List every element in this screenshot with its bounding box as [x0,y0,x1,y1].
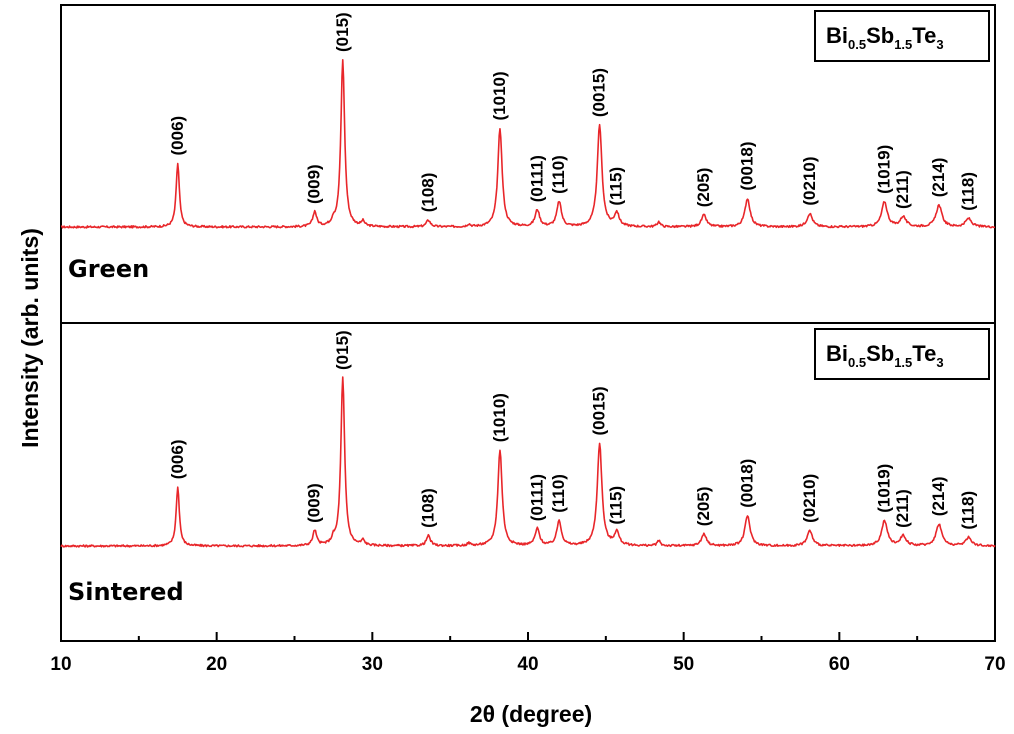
peak-label: (0210) [800,474,819,523]
peak-label: (0018) [738,141,757,190]
peak-label: (1019) [875,145,894,194]
peak-label: (205) [694,168,713,208]
peak-label: (211) [893,489,912,528]
peak-label: (006) [168,116,187,156]
peak-label: (0111) [527,474,546,521]
x-axis: 10 20 30 40 50 60 70 [50,632,1006,675]
peak-label: (214) [929,477,948,517]
peak-label: (118) [959,172,978,211]
panel-sintered: (006) (009) (015) (108) (1010) (0111) (110) (00… [60,322,996,642]
formula-text: Bi0.5Sb1.5Te3 [826,23,944,52]
peak-label: (1010) [490,393,509,442]
peak-label: (009) [305,483,324,523]
peak-label: (214) [929,158,948,198]
peak-label: (205) [694,487,713,527]
peak-label: (0210) [800,156,819,205]
panel-name-label: Green [68,255,149,283]
x-tick-label: 10 [50,654,71,675]
peak-label: (211) [893,170,912,209]
peak-label: (115) [607,486,626,525]
panel-name-label: Sintered [68,578,184,606]
x-tick-label: 70 [984,654,1005,675]
peak-label: (015) [333,330,352,370]
x-tick-label: 60 [829,654,850,675]
pattern-line [60,58,996,229]
x-tick-label: 30 [362,654,383,675]
y-axis-title: Intensity (arb. units) [17,228,43,448]
formula-box [814,10,990,62]
peak-label: (015) [333,12,352,52]
x-tick-label: 20 [206,654,227,675]
peak-label: (1010) [490,71,509,120]
panels-layer: (006)(009)(015)(108)(1010)(0111) (110)(00… [60,4,996,642]
peak-label: (118) [959,491,978,530]
peak-label: (108) [418,173,437,213]
formula-text: Bi0.5Sb1.5Te3 [826,341,944,370]
peak-label: (0111) [527,155,546,202]
peak-label: (108) [418,488,437,528]
peak-label: (0015) [590,68,609,117]
peak-label: (110) [549,155,568,194]
x-axis-title: 2θ (degree) [470,701,592,727]
x-tick-label: 50 [673,654,694,675]
peak-label: (1019) [875,464,894,513]
peak-label: (009) [305,164,324,204]
pattern-line [60,376,996,548]
x-tick-label: 40 [517,654,538,675]
peak-label: (0015) [590,386,609,435]
peak-label: (006) [168,440,187,480]
panel-green: (006) (009) (015) (108) (1010) (0111) (110) (00… [60,4,996,324]
peak-label: (0018) [738,459,757,508]
peak-label: (110) [549,474,568,513]
formula-box [814,328,990,380]
peak-label: (115) [607,167,626,206]
